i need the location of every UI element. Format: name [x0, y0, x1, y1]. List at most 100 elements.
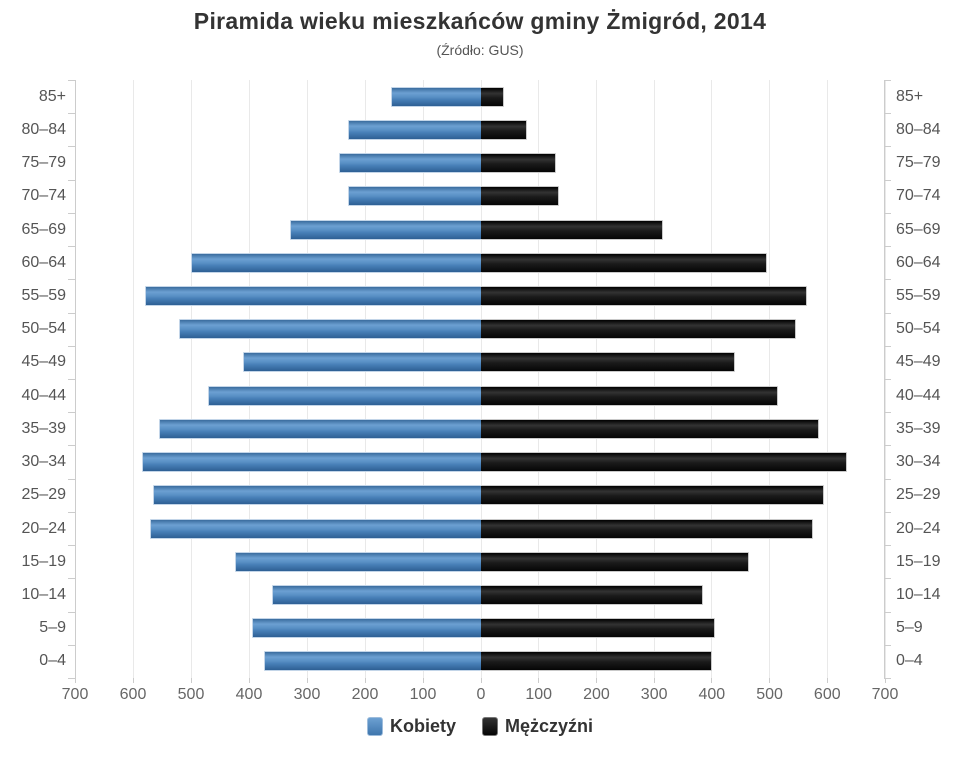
x-axis-label-600: 600 — [119, 686, 147, 703]
age-label-right-35–39: 35–39 — [896, 419, 941, 437]
gridline — [132, 80, 134, 678]
category-tick — [884, 312, 891, 314]
x-axis-label-0: 0 — [476, 686, 486, 703]
bar-mezczyzni-20–24 — [481, 518, 813, 539]
category-tick — [68, 611, 75, 613]
category-tick — [68, 544, 75, 546]
age-label-right-45–49: 45–49 — [896, 353, 941, 371]
category-tick — [68, 145, 75, 147]
age-label-left-0–4: 0–4 — [39, 652, 66, 670]
bar-kobiety-30–34 — [141, 452, 481, 473]
category-tick — [884, 378, 891, 380]
category-tick — [884, 345, 891, 347]
x-axis-label-300: 300 — [293, 686, 321, 703]
bar-mezczyzni-60–64 — [481, 252, 767, 273]
x-axis-label-100: 100 — [409, 686, 437, 703]
bar-kobiety-70–74 — [347, 186, 481, 207]
bar-mezczyzni-15–19 — [481, 551, 750, 572]
bar-mezczyzni-70–74 — [481, 186, 559, 207]
age-label-left-80–84: 80–84 — [21, 120, 67, 138]
bar-mezczyzni-85+ — [481, 86, 505, 107]
age-label-right-60–64: 60–64 — [896, 253, 941, 271]
age-label-right-30–34: 30–34 — [896, 453, 941, 471]
category-tick — [68, 444, 75, 446]
bar-kobiety-0–4 — [263, 651, 481, 672]
category-tick — [68, 278, 75, 280]
chart-title: Piramida wieku mieszkańców gminy Żmigród… — [193, 8, 767, 34]
gridline — [769, 80, 771, 678]
bar-mezczyzni-45–49 — [481, 352, 735, 373]
category-tick — [68, 312, 75, 314]
bar-mezczyzni-5–9 — [481, 618, 715, 639]
bar-kobiety-55–59 — [144, 285, 481, 306]
legend-item-kobiety[interactable]: Kobiety — [366, 716, 456, 737]
legend-label-mezczyzni: Mężczyźni — [504, 716, 594, 736]
age-label-right-0–4: 0–4 — [896, 652, 923, 670]
category-tick — [884, 245, 891, 247]
category-tick — [68, 478, 75, 480]
mezczyzni-swatch-icon — [481, 717, 498, 736]
gridline — [595, 80, 597, 678]
age-label-right-50–54: 50–54 — [896, 320, 941, 338]
x-axis-tick — [595, 678, 597, 683]
age-label-left-5–9: 5–9 — [39, 619, 66, 637]
bar-kobiety-35–39 — [159, 418, 481, 439]
plot-area — [68, 79, 891, 683]
bar-kobiety-10–14 — [272, 584, 481, 605]
age-label-right-25–29: 25–29 — [896, 486, 941, 504]
x-axis-tick — [364, 678, 366, 683]
age-label-right-20–24: 20–24 — [896, 519, 941, 537]
age-label-left-45–49: 45–49 — [21, 353, 67, 371]
x-axis-label-700: 700 — [871, 686, 899, 703]
gridline — [653, 80, 655, 678]
category-tick — [884, 544, 891, 546]
category-tick — [68, 179, 75, 181]
age-pyramid-chart: 700 600 500 400 300 200 100 0 100 200 300 400 500 600… — [0, 79, 960, 706]
category-tick — [68, 677, 75, 679]
bar-kobiety-15–19 — [234, 551, 481, 572]
age-label-left-75–79: 75–79 — [21, 154, 67, 172]
x-axis-tick — [306, 678, 308, 683]
bar-kobiety-65–69 — [289, 219, 481, 240]
bar-mezczyzni-10–14 — [481, 584, 704, 605]
x-axis-label-700: 700 — [61, 686, 89, 703]
x-axis-label-400: 400 — [235, 686, 263, 703]
legend-item-mezczyzni[interactable]: Mężczyźni — [481, 716, 594, 737]
age-label-right-65–69: 65–69 — [896, 220, 941, 238]
category-tick — [68, 511, 75, 513]
bar-kobiety-45–49 — [243, 352, 481, 373]
chart-legend: Kobiety Mężczyźni — [0, 716, 960, 737]
category-tick — [884, 611, 891, 613]
x-axis-label-600: 600 — [813, 686, 841, 703]
age-label-left-60–64: 60–64 — [21, 253, 67, 271]
x-axis-tick — [74, 678, 76, 683]
x-axis-tick — [190, 678, 192, 683]
x-axis-label-500: 500 — [756, 686, 783, 703]
age-label-right-70–74: 70–74 — [896, 187, 941, 205]
chart-subtitle: (Źródło: GUS) — [436, 42, 524, 58]
age-label-right-40–44: 40–44 — [896, 386, 941, 404]
category-tick — [884, 677, 891, 679]
chart-header: Piramida wieku mieszkańców gminy Żmigród… — [0, 8, 960, 58]
age-label-right-5–9: 5–9 — [896, 619, 923, 637]
category-tick — [68, 378, 75, 380]
category-tick — [884, 79, 891, 81]
bar-mezczyzni-35–39 — [481, 418, 819, 439]
category-tick — [68, 112, 75, 114]
age-label-right-10–14: 10–14 — [896, 585, 941, 603]
x-axis-label-400: 400 — [698, 686, 726, 703]
gridline — [190, 80, 192, 678]
age-label-left-70–74: 70–74 — [21, 187, 67, 205]
bar-mezczyzni-25–29 — [481, 485, 825, 506]
bar-kobiety-80–84 — [347, 119, 481, 140]
category-tick — [68, 577, 75, 579]
bar-mezczyzni-55–59 — [481, 285, 808, 306]
age-label-right-80–84: 80–84 — [896, 120, 941, 138]
category-tick — [68, 212, 75, 214]
age-label-left-65–69: 65–69 — [21, 220, 67, 238]
gridline — [711, 80, 713, 678]
category-tick — [884, 444, 891, 446]
age-label-left-55–59: 55–59 — [21, 286, 67, 304]
age-label-right-75–79: 75–79 — [896, 154, 941, 172]
category-tick — [884, 112, 891, 114]
